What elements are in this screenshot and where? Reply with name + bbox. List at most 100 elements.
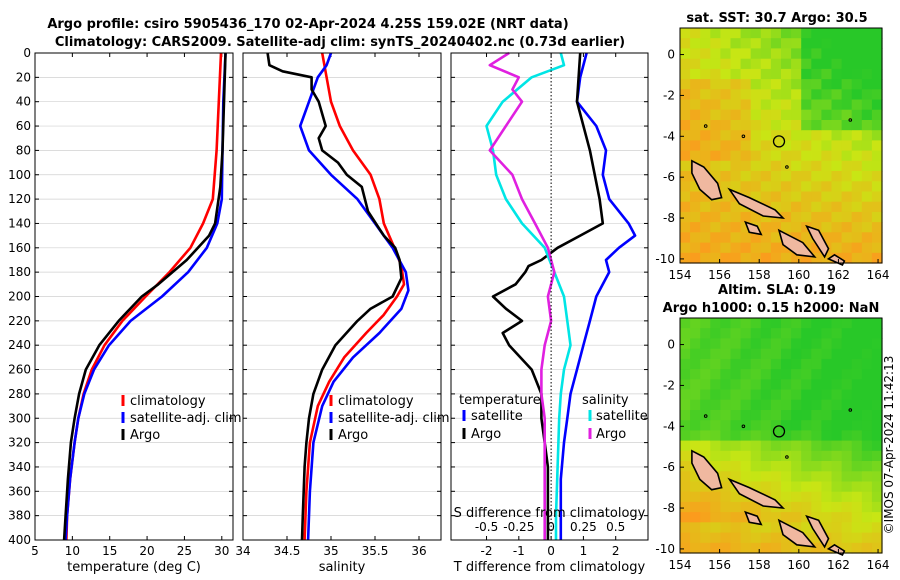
map-cell: [720, 171, 732, 182]
map-cell: [791, 120, 802, 131]
map-cell: [730, 328, 742, 339]
map-cell: [710, 38, 721, 49]
map-cell: [851, 338, 863, 350]
map-cell: [720, 201, 732, 213]
map-cell: [710, 211, 721, 223]
map-cell: [821, 222, 833, 233]
map-y-tick-label: -8: [663, 501, 675, 515]
map-cell: [821, 160, 833, 172]
map-cell: [851, 328, 863, 339]
map-cell: [690, 232, 701, 244]
map-cell: [811, 318, 822, 329]
map-cell: [680, 522, 691, 534]
map-cell: [781, 89, 792, 101]
map-cell: [720, 369, 732, 380]
map-cell: [781, 68, 792, 80]
map-cell: [720, 232, 732, 244]
map-cell: [851, 369, 863, 380]
map-cell: [791, 99, 802, 111]
map-cell: [750, 48, 762, 60]
map-cell: [730, 410, 742, 421]
map-cell: [821, 399, 833, 411]
map-cell: [861, 532, 873, 544]
map-cell: [700, 232, 711, 244]
map-cell: [851, 348, 863, 360]
map-cell: [740, 358, 752, 370]
map-cell: [740, 89, 752, 101]
map-cell: [871, 222, 883, 233]
island-shape: [805, 224, 830, 259]
map-cell: [770, 379, 782, 391]
map-cell: [700, 201, 711, 213]
map-cell: [841, 28, 853, 39]
map-cell: [841, 369, 853, 380]
x-axis-label: T difference from climatology: [453, 560, 646, 575]
x-tick-label: 34: [235, 544, 250, 558]
map-cell: [871, 410, 883, 421]
map-cell: [720, 222, 732, 233]
map-cell: [801, 120, 812, 131]
map-cell: [750, 410, 762, 421]
map-cell: [710, 399, 721, 411]
figure-title-line2: Climatology: CARS2009. Satellite-adj cli…: [55, 35, 625, 50]
map-cell: [740, 99, 752, 111]
map-cell: [811, 338, 822, 350]
legend-label: Argo: [596, 427, 626, 442]
map-cell: [831, 191, 843, 203]
map-cell: [770, 38, 782, 49]
map-cell: [851, 99, 863, 111]
map-cell: [750, 58, 762, 70]
map-cell: [821, 109, 833, 121]
map-cell: [680, 542, 691, 554]
x-tick-label: 35: [323, 544, 338, 558]
map-cell: [680, 481, 691, 493]
map-cell: [760, 252, 772, 264]
map-cell: [720, 430, 732, 442]
map-cell: [781, 348, 792, 360]
map-cell: [871, 420, 883, 431]
map-cell: [770, 222, 782, 233]
map-cell: [730, 242, 742, 254]
map-cell: [831, 532, 843, 544]
map-cell: [811, 430, 822, 442]
map-cell: [680, 440, 691, 452]
map-cell: [841, 491, 853, 503]
map-cell: [841, 430, 853, 442]
map-cell: [730, 160, 742, 172]
map-cell: [700, 109, 711, 121]
map-cell: [690, 379, 701, 391]
map-cell: [871, 430, 883, 442]
map-cell: [680, 328, 691, 339]
x-tick-label: 36: [411, 544, 426, 558]
x-tick-label: 15: [102, 544, 117, 558]
map-cell: [720, 501, 732, 513]
map-cell: [871, 481, 883, 493]
depth-tick-label: 360: [8, 484, 31, 498]
map-cell: [811, 501, 822, 513]
map-cell: [710, 150, 721, 162]
plot-layer: 0204060801001201401601802002202402602803…: [8, 11, 889, 575]
map-cell: [770, 181, 782, 193]
map-cell: [791, 522, 802, 534]
map-cell: [861, 201, 873, 213]
map-cell: [760, 140, 772, 152]
map-cell: [841, 38, 853, 49]
map-cell: [821, 348, 833, 360]
map-cell: [821, 130, 833, 141]
map-cell: [700, 328, 711, 339]
figure-title-line1: Argo profile: csiro 5905436_170 02-Apr-2…: [47, 17, 568, 32]
map-cell: [871, 79, 883, 90]
map-cell: [740, 379, 752, 391]
map-cell: [781, 410, 792, 421]
map-cell: [740, 150, 752, 162]
map-cell: [680, 389, 691, 401]
map-cell: [781, 130, 792, 141]
map-cell: [740, 348, 752, 360]
map-cell: [781, 120, 792, 131]
map-cell: [700, 99, 711, 111]
map-cell: [801, 369, 812, 380]
map-cell: [851, 171, 863, 182]
map-cell: [720, 481, 732, 493]
map-cell: [841, 130, 853, 141]
map-cell: [781, 328, 792, 339]
